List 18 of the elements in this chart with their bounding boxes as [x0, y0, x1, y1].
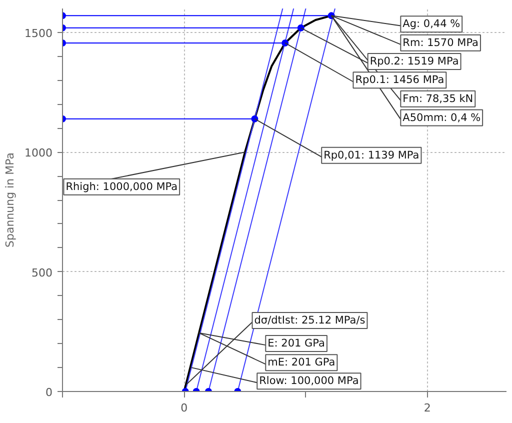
annotation: Rp0,01: 1139 MPa	[324, 149, 420, 162]
annotation: Fm: 78,35 kN	[402, 92, 474, 105]
annotation: Rm: 1570 MPa	[402, 36, 478, 49]
y-tick-label: 500	[32, 266, 53, 280]
annotation: dσ/dtIst: 25.12 MPa/s	[254, 314, 366, 327]
x-tick-label: 2	[424, 402, 431, 414]
annotation: Rhigh: 1000,000 MPa	[66, 180, 178, 193]
annotation: Rp0.1: 1456 MPa	[355, 74, 444, 86]
annotation: A50mm: 0,4 %	[402, 112, 481, 124]
y-tick-label: 1000	[24, 146, 53, 160]
annotation: E: 201 GPa	[268, 337, 325, 350]
y-tick-label: 0	[46, 386, 52, 399]
y-tick-label: 1500	[24, 26, 53, 40]
annotation: Ag: 0,44 %	[402, 18, 460, 30]
annotation: Rlow: 100,000 MPa	[259, 375, 359, 388]
annotation: mE: 201 GPa	[268, 356, 336, 369]
y-axis-title: Spannung in MPa	[4, 152, 17, 248]
annotation: Rp0.2: 1519 MPa	[370, 56, 459, 68]
